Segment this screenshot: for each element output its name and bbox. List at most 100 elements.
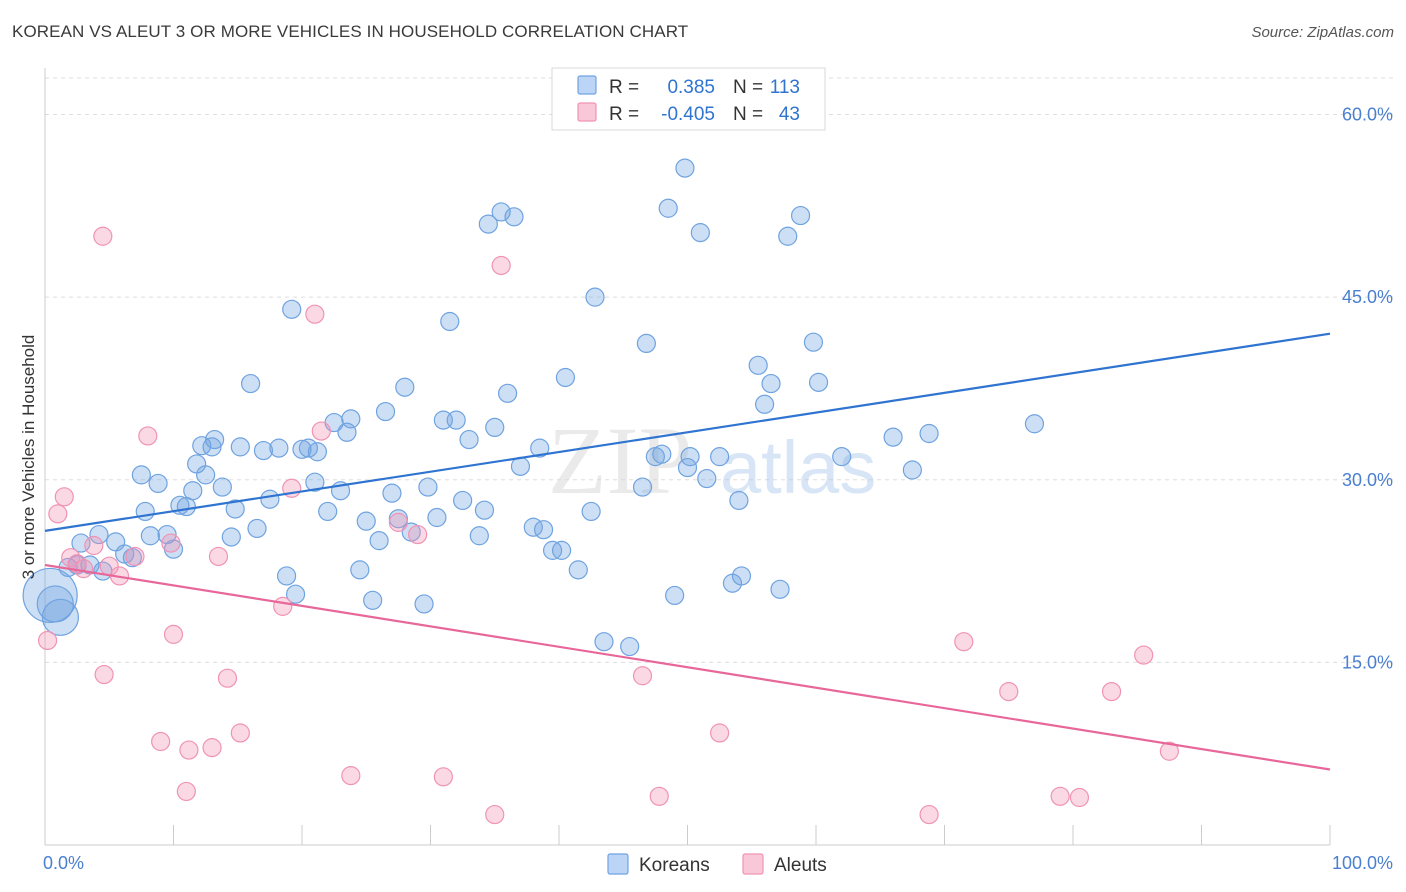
point-aleuts xyxy=(1069,787,1090,808)
point-koreans xyxy=(427,507,447,528)
chart-title: KOREAN VS ALEUT 3 OR MORE VEHICLES IN HO… xyxy=(12,22,689,41)
legend-r-label-aleuts: R = xyxy=(609,104,639,125)
point-koreans xyxy=(135,501,155,522)
point-koreans xyxy=(253,440,274,461)
point-koreans xyxy=(269,438,289,458)
trend-line-koreans xyxy=(44,332,1331,532)
point-koreans xyxy=(690,223,710,243)
point-koreans xyxy=(282,299,302,319)
point-koreans xyxy=(469,526,489,546)
point-koreans xyxy=(318,501,338,522)
point-aleuts xyxy=(1101,681,1122,702)
legend-n-value-koreans: 113 xyxy=(770,77,800,98)
legend-r-label-koreans: R = xyxy=(609,77,639,98)
point-aleuts xyxy=(649,786,669,806)
bottom-legend-swatch-koreans xyxy=(607,853,629,875)
axes xyxy=(44,68,1331,846)
point-koreans xyxy=(285,584,306,604)
point-koreans xyxy=(382,483,402,503)
point-koreans xyxy=(680,447,700,467)
y-tick-label: 60.0% xyxy=(1342,105,1393,125)
legend-n-label-koreans: N = xyxy=(733,77,763,98)
point-koreans xyxy=(697,468,717,489)
point-aleuts xyxy=(208,546,229,567)
point-aleuts xyxy=(1134,645,1154,665)
point-koreans xyxy=(414,594,434,614)
point-koreans xyxy=(808,372,829,392)
point-koreans xyxy=(585,287,605,307)
point-koreans xyxy=(731,566,752,586)
point-koreans xyxy=(729,490,749,511)
point-aleuts xyxy=(919,804,939,825)
point-koreans xyxy=(581,501,601,522)
point-koreans xyxy=(241,373,261,394)
source-label: Source: ZipAtlas.com xyxy=(1251,24,1394,41)
point-aleuts xyxy=(179,740,199,760)
point-koreans xyxy=(148,473,168,494)
point-koreans xyxy=(510,456,531,476)
y-axis-title: 3 or more Vehicles in Household xyxy=(19,335,38,580)
series-aleuts-points xyxy=(37,226,1179,825)
point-koreans xyxy=(140,526,160,546)
point-aleuts xyxy=(632,666,653,686)
point-aleuts xyxy=(161,533,181,553)
point-koreans xyxy=(202,437,222,457)
point-koreans xyxy=(652,444,672,464)
point-aleuts xyxy=(491,255,511,276)
grid-lines xyxy=(45,77,1395,663)
point-koreans xyxy=(230,437,250,457)
point-koreans xyxy=(790,205,811,226)
point-aleuts xyxy=(73,559,94,579)
watermark-zip: ZIP xyxy=(548,407,692,514)
point-koreans xyxy=(395,377,415,397)
point-koreans xyxy=(440,311,460,332)
bottom-legend-label-koreans: Koreans xyxy=(639,855,710,876)
point-aleuts xyxy=(311,421,331,441)
point-koreans xyxy=(205,429,225,450)
y-tick-label: 45.0% xyxy=(1342,287,1393,307)
point-koreans xyxy=(131,465,151,485)
point-koreans xyxy=(307,442,328,462)
point-koreans xyxy=(247,518,267,539)
legend-r-value-aleuts: -0.405 xyxy=(661,104,715,125)
point-koreans xyxy=(555,367,576,388)
bottom-legend-swatch-aleuts xyxy=(742,853,764,875)
point-koreans xyxy=(919,423,939,444)
point-koreans xyxy=(305,472,325,492)
point-aleuts xyxy=(433,767,453,787)
point-koreans xyxy=(418,477,438,497)
point-koreans xyxy=(568,560,588,580)
point-koreans xyxy=(225,499,245,519)
point-koreans xyxy=(504,207,524,227)
point-koreans xyxy=(491,202,511,222)
point-koreans xyxy=(478,214,498,234)
legend-n-value-aleuts: 43 xyxy=(779,104,800,125)
point-koreans xyxy=(498,383,518,403)
point-koreans xyxy=(594,632,614,652)
point-koreans xyxy=(803,332,824,352)
point-koreans xyxy=(636,333,656,354)
point-aleuts xyxy=(388,512,408,532)
point-aleuts xyxy=(163,624,184,644)
legend-swatch-aleuts xyxy=(577,102,597,122)
trend-line-aleuts xyxy=(44,563,1331,771)
legend-r-value-koreans: 0.385 xyxy=(667,77,715,98)
y-tick-label: 15.0% xyxy=(1342,652,1393,672)
point-koreans xyxy=(761,373,781,394)
point-koreans xyxy=(196,465,216,485)
point-aleuts xyxy=(94,664,114,685)
point-koreans xyxy=(675,158,695,178)
point-koreans xyxy=(260,489,280,509)
point-koreans xyxy=(665,585,685,606)
point-aleuts xyxy=(710,723,730,743)
point-koreans xyxy=(832,447,852,467)
stats-legend: R = 0.385 N = 113 R = -0.405 N = 43 xyxy=(551,67,826,131)
point-koreans xyxy=(341,409,361,429)
point-koreans xyxy=(350,560,370,580)
point-aleuts xyxy=(341,766,361,786)
legend-swatch-koreans xyxy=(577,75,597,95)
point-aleuts xyxy=(84,535,104,556)
point-aleuts xyxy=(999,681,1019,702)
point-koreans xyxy=(1024,414,1045,434)
